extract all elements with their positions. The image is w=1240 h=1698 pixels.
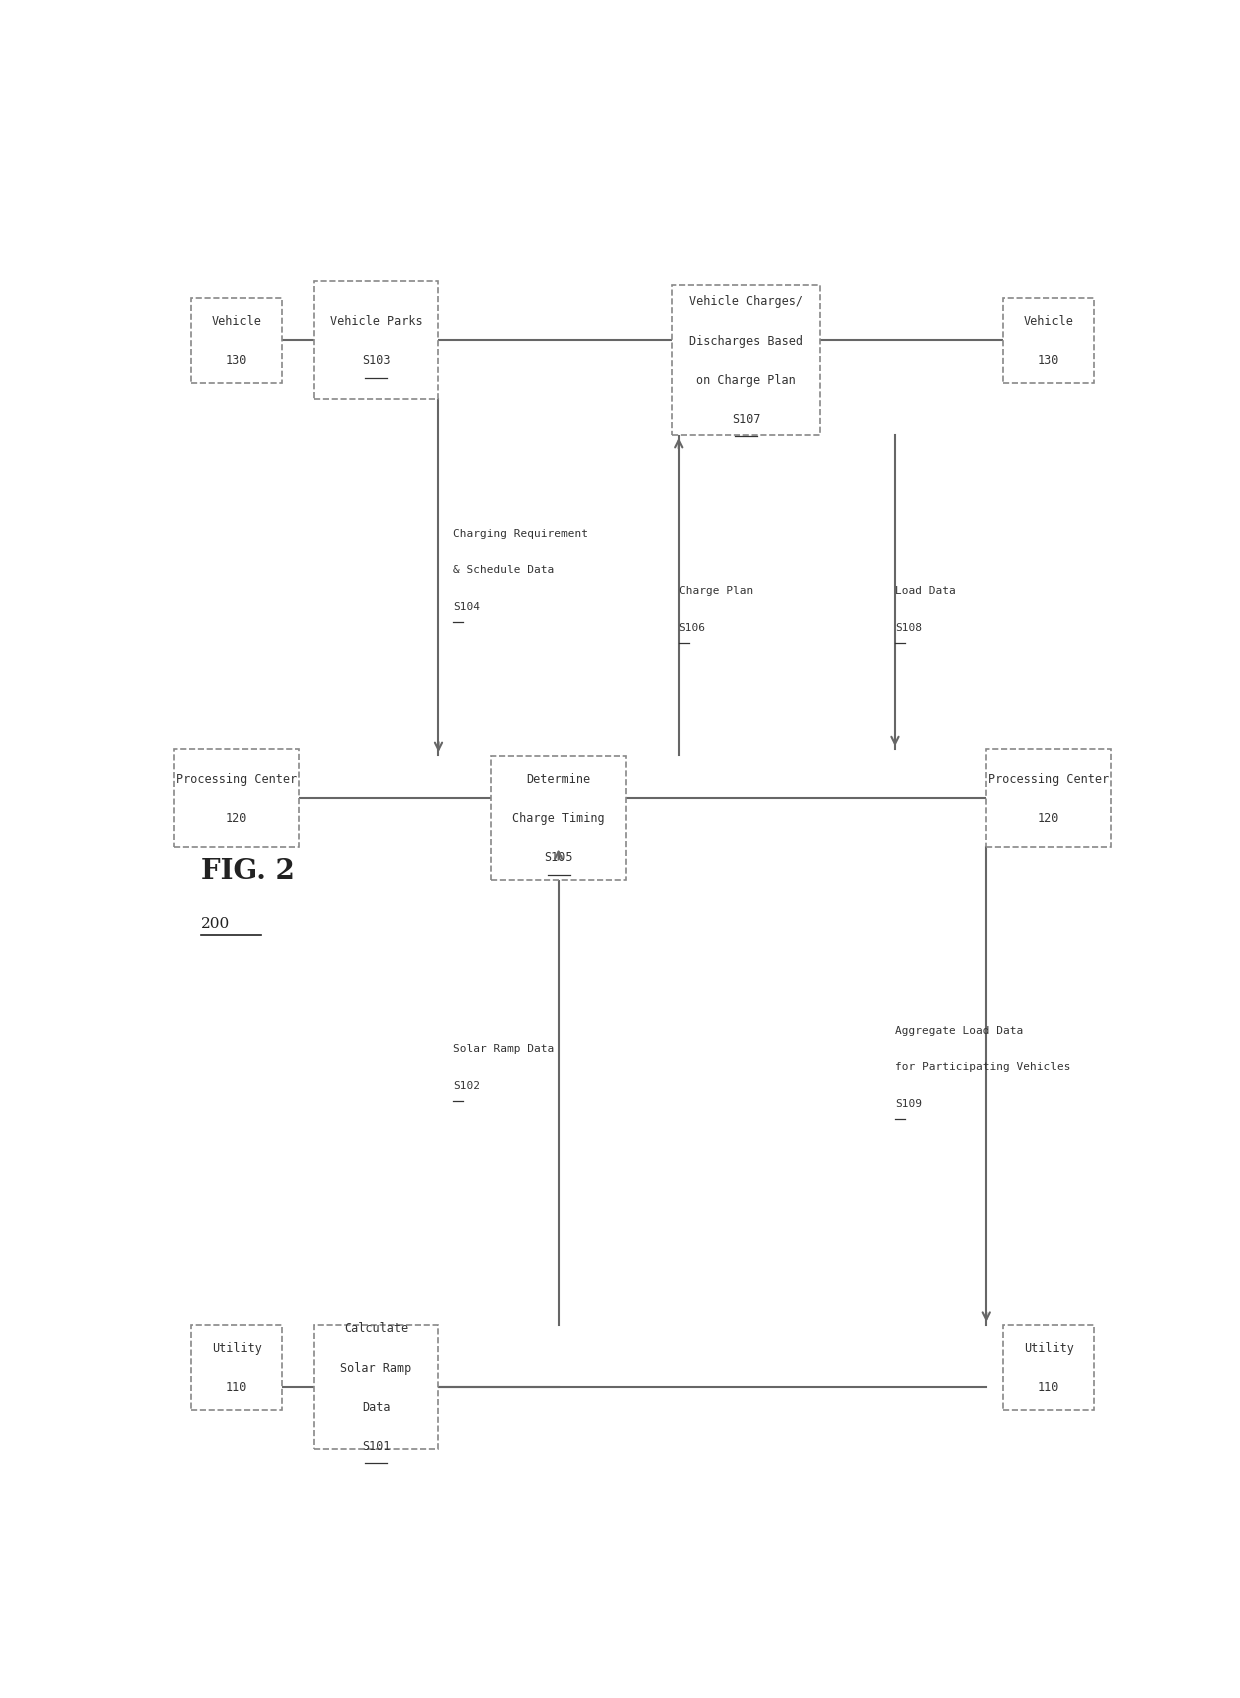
- Text: Processing Center: Processing Center: [176, 773, 298, 786]
- Text: Calculate: Calculate: [343, 1321, 408, 1335]
- Text: Solar Ramp Data: Solar Ramp Data: [453, 1043, 554, 1053]
- Text: & Schedule Data: & Schedule Data: [453, 565, 554, 576]
- Text: Utility: Utility: [1024, 1341, 1074, 1355]
- Text: Data: Data: [362, 1401, 391, 1413]
- Text: Determine: Determine: [527, 773, 590, 786]
- Text: Processing Center: Processing Center: [988, 773, 1110, 786]
- Text: FIG. 2: FIG. 2: [201, 857, 295, 885]
- Bar: [314, 1324, 439, 1448]
- Text: Vehicle: Vehicle: [1024, 314, 1074, 328]
- Text: on Charge Plan: on Charge Plan: [696, 374, 796, 387]
- Text: S102: S102: [453, 1080, 480, 1090]
- Text: Vehicle Charges/: Vehicle Charges/: [689, 295, 804, 309]
- Text: S101: S101: [362, 1440, 391, 1452]
- Bar: [191, 299, 283, 384]
- Bar: [174, 749, 299, 847]
- Bar: [1003, 1324, 1095, 1409]
- Text: Utility: Utility: [212, 1341, 262, 1355]
- Text: Vehicle: Vehicle: [212, 314, 262, 328]
- Text: 120: 120: [226, 812, 247, 825]
- Text: 200: 200: [201, 917, 231, 931]
- Text: Charge Plan: Charge Plan: [678, 586, 753, 596]
- Text: for Participating Vehicles: for Participating Vehicles: [895, 1061, 1070, 1071]
- Text: 110: 110: [226, 1380, 247, 1394]
- Bar: [314, 282, 439, 399]
- Text: S104: S104: [453, 601, 480, 611]
- Text: S108: S108: [895, 623, 923, 632]
- Text: Vehicle Parks: Vehicle Parks: [330, 314, 423, 328]
- Text: 120: 120: [1038, 812, 1059, 825]
- Bar: [491, 756, 626, 880]
- Text: Solar Ramp: Solar Ramp: [341, 1360, 412, 1374]
- Text: 130: 130: [226, 355, 247, 367]
- Text: 110: 110: [1038, 1380, 1059, 1394]
- Text: Discharges Based: Discharges Based: [689, 335, 804, 348]
- Bar: [1003, 299, 1095, 384]
- Bar: [672, 285, 821, 436]
- Text: Load Data: Load Data: [895, 586, 956, 596]
- Bar: [191, 1324, 283, 1409]
- Text: S105: S105: [544, 851, 573, 864]
- Text: S106: S106: [678, 623, 706, 632]
- Bar: [986, 749, 1111, 847]
- Text: 130: 130: [1038, 355, 1059, 367]
- Text: S109: S109: [895, 1099, 923, 1109]
- Text: S103: S103: [362, 355, 391, 367]
- Text: S107: S107: [732, 413, 760, 426]
- Text: Aggregate Load Data: Aggregate Load Data: [895, 1026, 1023, 1036]
- Text: Charge Timing: Charge Timing: [512, 812, 605, 825]
- Text: Charging Requirement: Charging Requirement: [453, 528, 588, 538]
